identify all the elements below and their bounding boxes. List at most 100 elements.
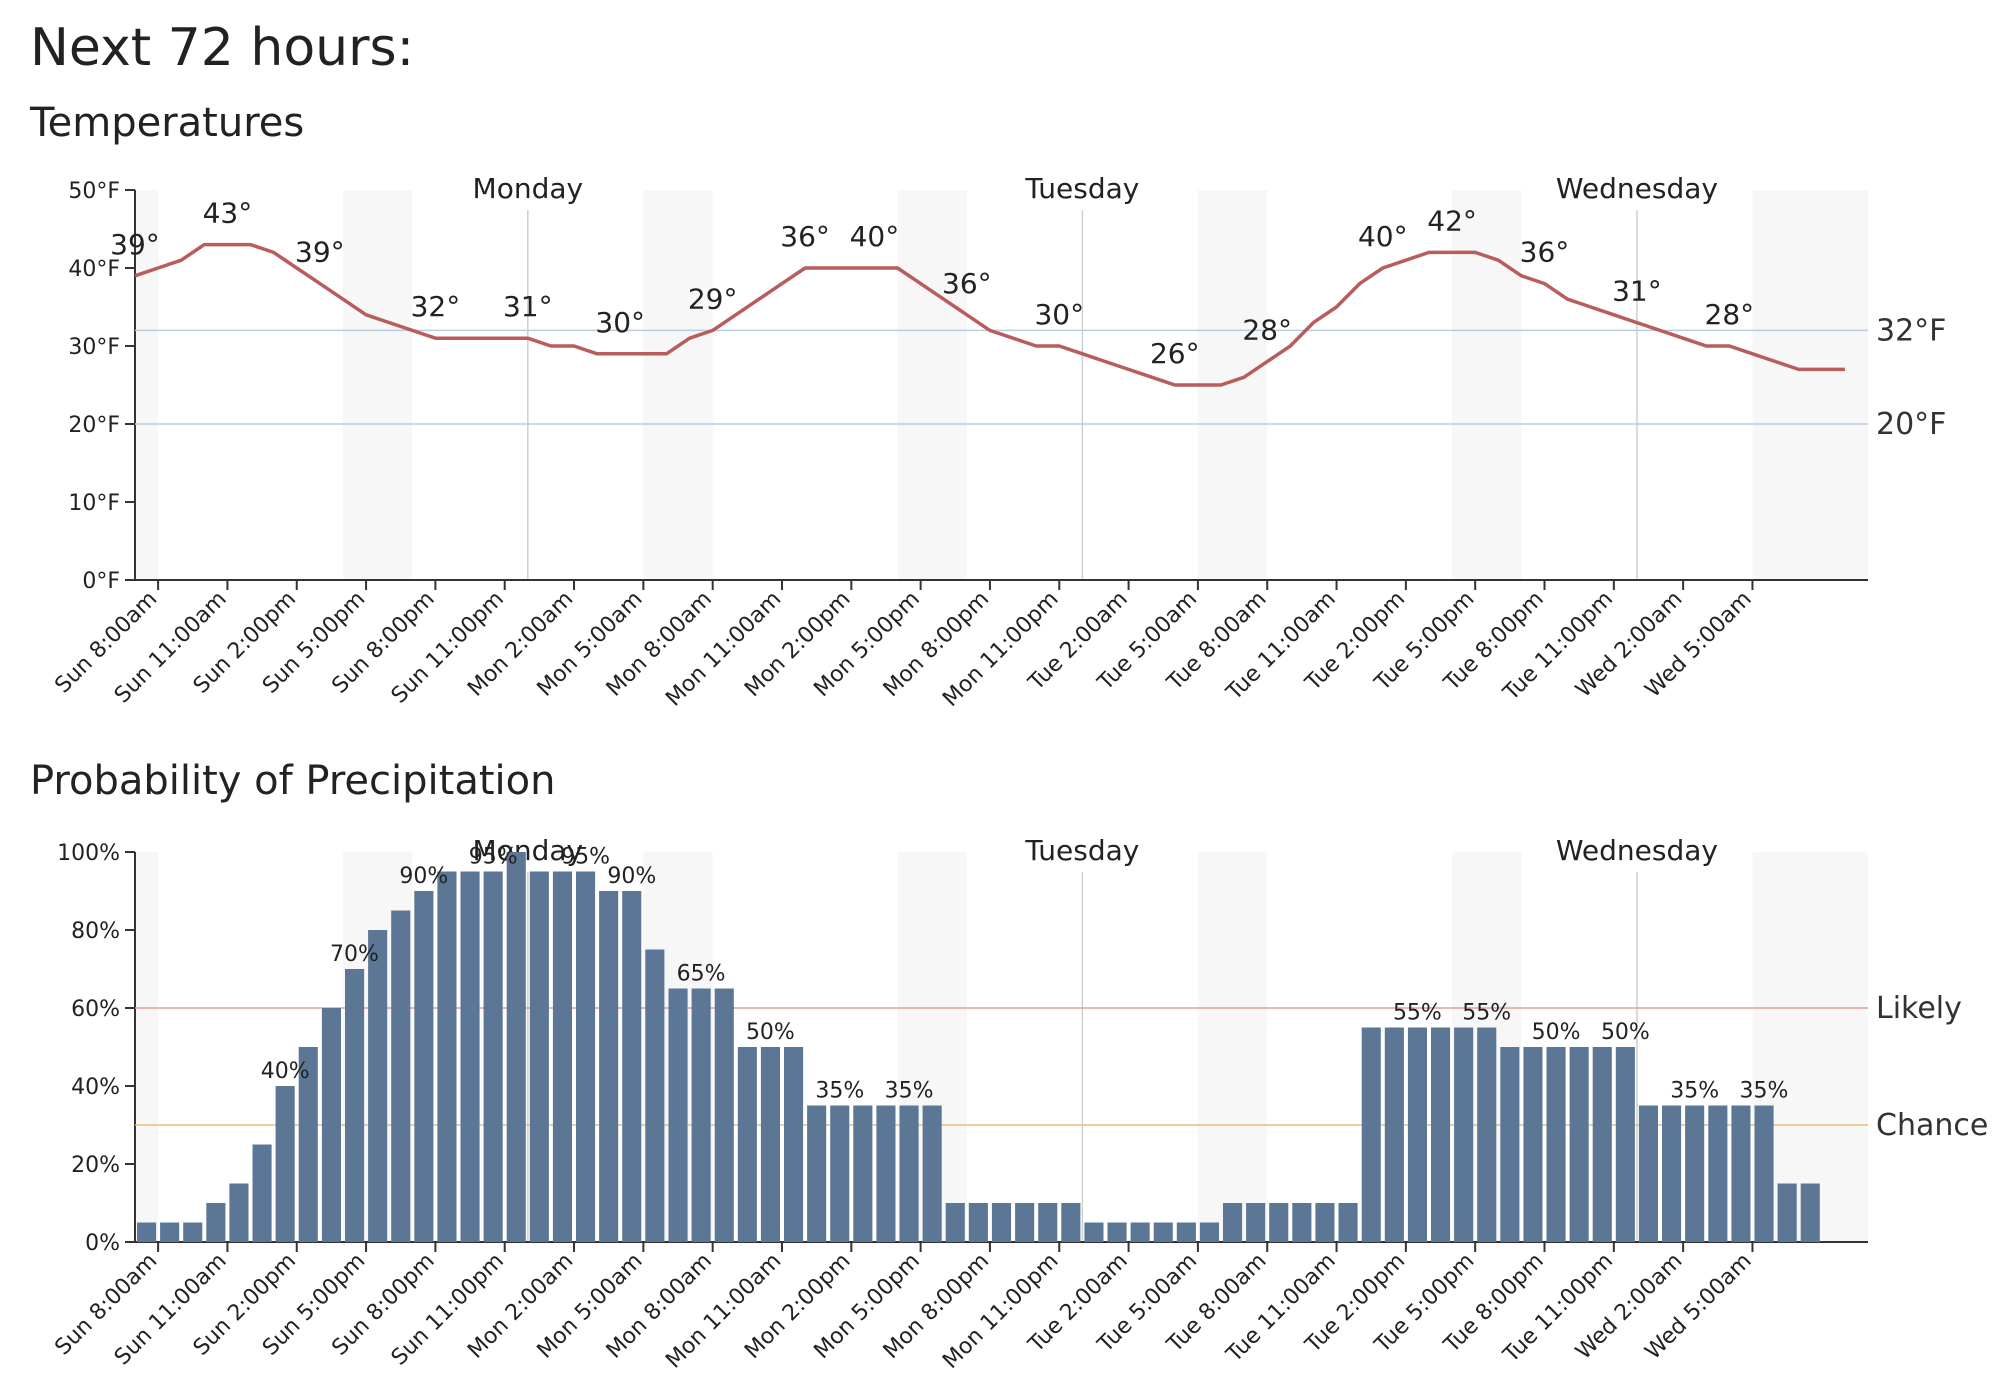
precipitation-label: 35%	[885, 1079, 934, 1104]
precipitation-label: 50%	[1532, 1020, 1581, 1045]
precipitation-bar	[1569, 1047, 1589, 1242]
temp-y-tick-label: 40°F	[68, 257, 120, 282]
page-heading: Next 72 hours:	[30, 18, 415, 78]
precipitation-bar	[645, 949, 665, 1242]
precipitation-bar	[1084, 1222, 1104, 1242]
precipitation-bar	[922, 1105, 942, 1242]
precipitation-bar	[1384, 1027, 1404, 1242]
temp-y-tick-label: 50°F	[68, 179, 120, 204]
precipitation-bar	[1315, 1203, 1335, 1242]
precipitation-bar	[1015, 1203, 1035, 1242]
precipitation-chart: Monday Tuesday Wednesday 0% 20% 40% 60% 80% 100%…	[51, 834, 1989, 1374]
temperature-label: 29°	[688, 282, 738, 315]
precipitation-bar	[968, 1203, 988, 1242]
precipitation-bar	[437, 871, 457, 1242]
precipitation-bar	[345, 969, 365, 1242]
precipitation-bar	[414, 891, 434, 1242]
pop-y-tick-label: 20%	[71, 1153, 120, 1178]
precipitation-bar	[391, 910, 411, 1242]
precipitation-bar	[1038, 1203, 1058, 1242]
precipitation-bar	[1777, 1183, 1797, 1242]
precipitation-bar	[506, 852, 526, 1242]
precipitation-bar	[1431, 1027, 1451, 1242]
precipitation-bar	[1130, 1222, 1150, 1242]
pop-y-tick-label: 60%	[71, 997, 120, 1022]
precipitation-label: 90%	[399, 864, 448, 889]
temperature-chart-title: Temperatures	[30, 100, 305, 146]
precipitation-bar	[760, 1047, 780, 1242]
pop-y-tick-label: 80%	[71, 919, 120, 944]
temp-night-band	[897, 190, 967, 580]
precipitation-bar	[160, 1222, 180, 1242]
precipitation-label: 50%	[746, 1020, 795, 1045]
temperature-label: 40°	[850, 220, 900, 253]
temperature-label: 31°	[1612, 275, 1662, 308]
precipitation-bar	[1407, 1027, 1427, 1242]
temperature-label: 36°	[942, 267, 992, 300]
temp-day-label: Wednesday	[1556, 172, 1718, 205]
precipitation-bar	[321, 1008, 341, 1242]
pop-day-label: Tuesday	[1024, 834, 1139, 867]
precipitation-bar	[137, 1222, 157, 1242]
precipitation-label: 70%	[330, 942, 379, 967]
temp-y-tick-label: 10°F	[68, 491, 120, 516]
temperature-label: 28°	[1242, 314, 1292, 347]
precipitation-bar	[1708, 1105, 1728, 1242]
precipitation-bar	[552, 871, 572, 1242]
precipitation-label: 95%	[561, 845, 610, 870]
temp-night-band	[135, 190, 159, 580]
temperature-label: 32°	[411, 290, 461, 323]
temperature-label: 39°	[110, 228, 160, 261]
temperature-chart: Monday Tuesday Wednesday 0°F 10°F 20°F 30°F 40°…	[51, 172, 1947, 712]
pop-y-tick-label: 100%	[57, 841, 120, 866]
temperature-label: 28°	[1705, 298, 1755, 331]
temp-night-band	[643, 190, 713, 580]
precipitation-bar	[460, 871, 480, 1242]
precipitation-bar	[622, 891, 642, 1242]
pop-day-label: Monday	[473, 834, 584, 867]
precipitation-bar	[1662, 1105, 1682, 1242]
precipitation-bar	[1754, 1105, 1774, 1242]
precipitation-bar	[737, 1047, 757, 1242]
pop-reference-label: Likely	[1876, 991, 1962, 1026]
temp-y-tick-label: 30°F	[68, 335, 120, 360]
precipitation-label: 50%	[1601, 1020, 1650, 1045]
precipitation-bar	[229, 1183, 249, 1242]
precipitation-bar	[1361, 1027, 1381, 1242]
precipitation-bar	[1199, 1222, 1219, 1242]
precipitation-bar	[1223, 1203, 1243, 1242]
pop-day-label: Wednesday	[1556, 834, 1718, 867]
precipitation-label: 95%	[469, 845, 518, 870]
precipitation-bar	[1246, 1203, 1266, 1242]
precipitation-chart-title: Probability of Precipitation	[30, 758, 556, 804]
precipitation-bar	[1731, 1105, 1751, 1242]
temp-night-band	[1452, 190, 1522, 580]
precipitation-bar	[368, 930, 388, 1242]
precipitation-bar	[784, 1047, 804, 1242]
precipitation-bar	[853, 1105, 873, 1242]
precipitation-bar	[1546, 1047, 1566, 1242]
precipitation-bar	[714, 988, 734, 1242]
precipitation-bar	[1638, 1105, 1658, 1242]
temperature-line	[134, 242, 1845, 387]
precipitation-bar	[1153, 1222, 1173, 1242]
pop-night-band	[1197, 852, 1268, 1242]
precipitation-bar	[691, 988, 711, 1242]
temp-reference-label: 32°F	[1876, 313, 1946, 348]
temperature-label: 36°	[780, 220, 830, 253]
precipitation-label: 65%	[677, 962, 726, 987]
temperature-label: 36°	[1520, 236, 1570, 269]
temperature-label: 26°	[1150, 337, 1200, 370]
temp-night-band	[1752, 190, 1868, 580]
precipitation-label: 35%	[815, 1079, 864, 1104]
temperature-label: 43°	[203, 197, 253, 230]
temp-reference-label: 20°F	[1876, 407, 1946, 442]
temperature-label: 30°	[1034, 298, 1084, 331]
precipitation-bar	[183, 1222, 203, 1242]
pop-y-tick-label: 0%	[85, 1231, 120, 1256]
pop-reference-label: Chance	[1876, 1108, 1988, 1143]
precipitation-bar	[1107, 1222, 1127, 1242]
pop-night-band	[135, 852, 159, 1242]
precipitation-bar	[1338, 1203, 1358, 1242]
precipitation-bar	[830, 1105, 850, 1242]
